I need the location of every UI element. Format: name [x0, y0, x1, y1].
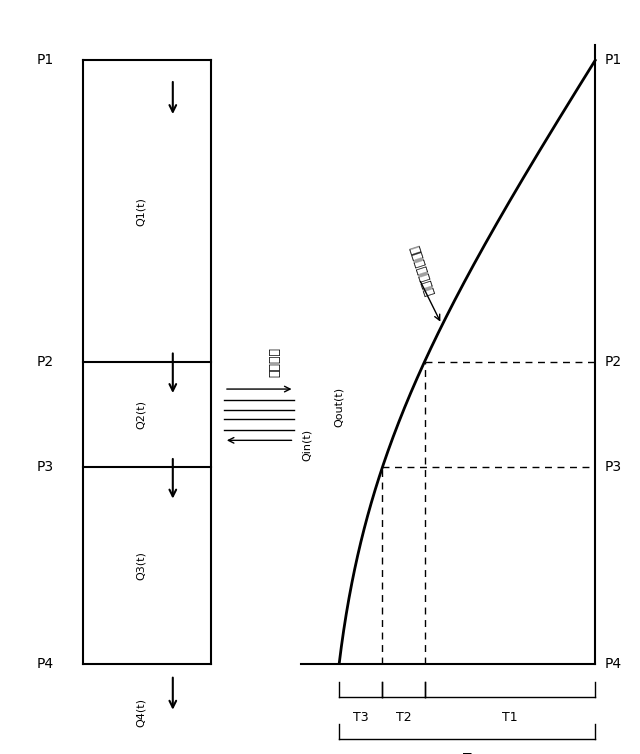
- Text: T: T: [463, 752, 472, 754]
- Text: P4: P4: [36, 657, 53, 670]
- Text: T3: T3: [353, 711, 369, 724]
- Text: 旅行時間: 旅行時間: [269, 347, 282, 377]
- Text: Q2(t): Q2(t): [136, 400, 146, 429]
- Text: Qin(t): Qin(t): [302, 429, 312, 461]
- Text: P1: P1: [36, 54, 53, 67]
- Text: P2: P2: [605, 355, 622, 369]
- Text: Q1(t): Q1(t): [136, 197, 146, 225]
- Text: T1: T1: [502, 711, 518, 724]
- Text: プローブデータ: プローブデータ: [406, 244, 435, 299]
- Text: Qout(t): Qout(t): [334, 387, 344, 428]
- Text: P2: P2: [36, 355, 53, 369]
- Text: P3: P3: [605, 461, 622, 474]
- Text: T2: T2: [396, 711, 412, 724]
- Text: Q4(t): Q4(t): [136, 698, 146, 727]
- Text: P1: P1: [605, 54, 622, 67]
- Text: P4: P4: [605, 657, 622, 670]
- Text: P3: P3: [36, 461, 53, 474]
- Text: Q3(t): Q3(t): [136, 551, 146, 580]
